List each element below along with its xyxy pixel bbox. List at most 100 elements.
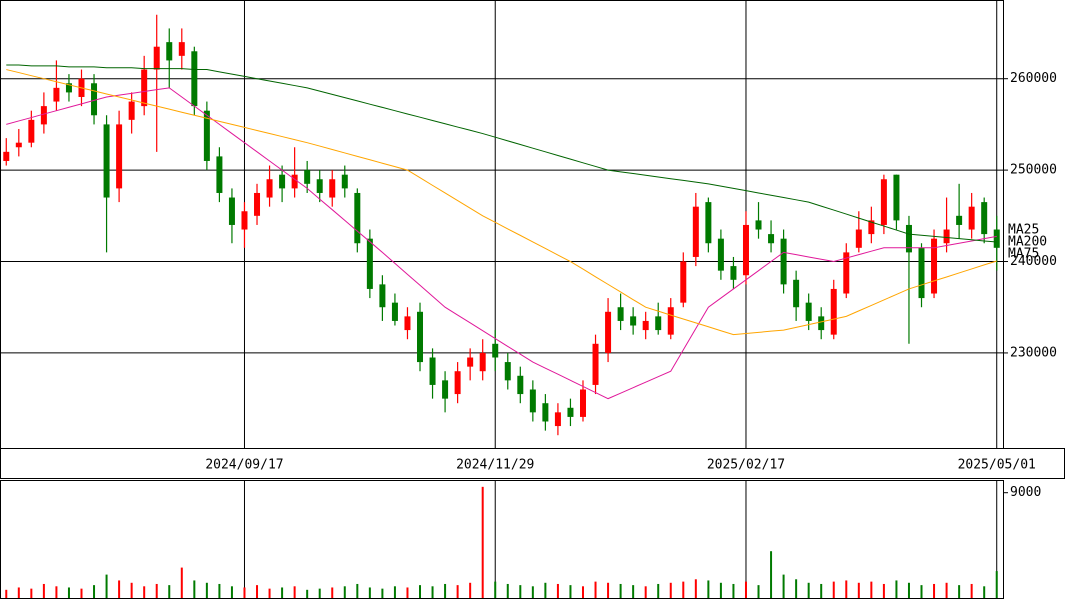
- candle-body: [404, 316, 411, 331]
- candle-body: [228, 197, 235, 225]
- volume-bar: [130, 582, 133, 598]
- y-tick-label: 230000: [1010, 345, 1057, 360]
- candle-body: [918, 247, 925, 299]
- volume-bar: [243, 587, 246, 598]
- candle-body: [304, 170, 311, 184]
- candle-body: [417, 311, 424, 363]
- candle-body: [467, 357, 474, 367]
- volume-bar: [569, 585, 572, 598]
- legend-label: MA75: [1008, 247, 1039, 262]
- candle-body: [780, 238, 787, 285]
- volume-bar: [933, 583, 936, 598]
- candle-body: [529, 389, 536, 413]
- volume-bar: [494, 581, 497, 598]
- volume-bar: [419, 585, 422, 598]
- candle-body: [429, 357, 436, 385]
- volume-bar: [807, 582, 810, 598]
- volume-bar: [481, 486, 484, 598]
- volume-bar: [581, 586, 584, 598]
- candle-body: [868, 220, 875, 235]
- volume-bar: [607, 582, 610, 598]
- candle-body: [391, 302, 398, 321]
- volume-bar: [669, 582, 672, 598]
- y-tick-label: 260000: [1010, 71, 1057, 86]
- volume-bar: [995, 571, 998, 598]
- volume-bar: [431, 586, 434, 598]
- candle-body: [128, 101, 135, 120]
- candle-body: [742, 224, 749, 276]
- volume-bar: [857, 582, 860, 598]
- candle-body: [366, 238, 373, 289]
- volume-bar: [820, 583, 823, 598]
- candle-body: [166, 42, 173, 61]
- volume-bar: [732, 583, 735, 598]
- volume-bar: [393, 586, 396, 598]
- volume-bar: [93, 585, 96, 598]
- candle-body: [517, 375, 524, 395]
- candle-body: [291, 174, 298, 189]
- volume-bar: [30, 588, 33, 598]
- volume-bar: [594, 581, 597, 598]
- volume-bar: [531, 586, 534, 598]
- candle-body: [880, 179, 887, 225]
- candle-body: [542, 403, 549, 422]
- volume-bar: [381, 588, 384, 598]
- volume-bar: [719, 582, 722, 598]
- volume-bar: [230, 586, 233, 598]
- volume-bar: [920, 585, 923, 598]
- price-frame: [0, 0, 1004, 449]
- volume-bar: [268, 588, 271, 598]
- candle-body: [705, 202, 712, 244]
- volume-bar: [318, 588, 321, 598]
- candle-body: [479, 352, 486, 372]
- candle-body: [216, 156, 223, 193]
- candle-body: [931, 238, 938, 294]
- y-tick-label: 240000: [1010, 254, 1057, 269]
- volume-bar: [143, 586, 146, 598]
- candle-body: [805, 302, 812, 321]
- volume-bar: [958, 585, 961, 598]
- candle-body: [968, 206, 975, 230]
- candle-body: [717, 238, 724, 271]
- volume-bar: [456, 585, 459, 598]
- candle-body: [241, 211, 248, 230]
- candle-body: [454, 371, 461, 395]
- candle-body: [830, 288, 837, 335]
- volume-bar: [907, 582, 910, 598]
- volume-bar: [644, 586, 647, 598]
- volume-bar: [757, 585, 760, 598]
- candle-body: [341, 174, 348, 189]
- candle-body: [141, 69, 148, 107]
- volume-bar: [519, 585, 522, 598]
- candle-body: [53, 87, 60, 102]
- volume-bar: [895, 580, 898, 598]
- volume-bar: [782, 574, 785, 598]
- candle-body: [379, 284, 386, 308]
- volume-bar: [118, 580, 121, 598]
- candle-body: [680, 261, 687, 303]
- volume-bar: [55, 586, 58, 598]
- legend-label: MA200: [1008, 235, 1047, 250]
- candle-body: [91, 83, 98, 116]
- volume-bar: [619, 583, 622, 598]
- candle-body: [254, 192, 261, 216]
- volume-bar: [193, 580, 196, 598]
- volume-bar: [744, 581, 747, 598]
- volume-bar: [657, 583, 660, 598]
- volume-bar: [356, 583, 359, 598]
- volume-bar: [343, 586, 346, 598]
- moving-average-line: [6, 87, 997, 400]
- volume-bar: [368, 587, 371, 598]
- volume-bar: [331, 587, 334, 598]
- y-tick-label: 250000: [1010, 163, 1057, 178]
- candle-body: [3, 151, 10, 161]
- candle-body: [178, 42, 185, 56]
- volume-bar: [469, 582, 472, 598]
- candle-body: [818, 316, 825, 331]
- volume-bar: [870, 581, 873, 598]
- candle-body: [642, 320, 649, 331]
- candle-body: [203, 110, 210, 161]
- x-tick-label: 2025/05/01: [958, 458, 1036, 473]
- volume-bar: [983, 586, 986, 598]
- candle-body: [579, 389, 586, 417]
